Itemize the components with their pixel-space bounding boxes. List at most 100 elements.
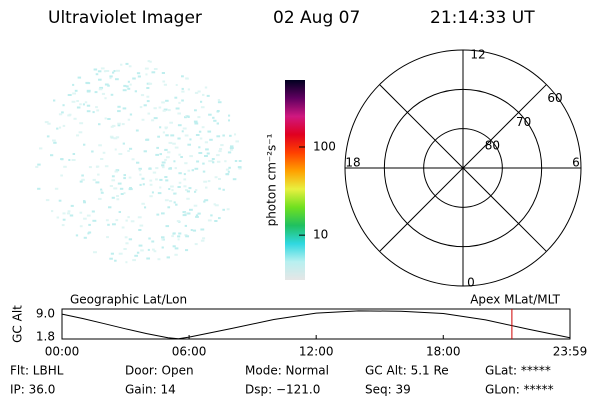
speckle [216, 122, 220, 125]
colorbar-tick-label: 100 [313, 139, 336, 153]
speckle [106, 236, 109, 239]
speckle [228, 114, 231, 117]
speckle [148, 167, 152, 170]
speckle [129, 187, 132, 189]
speckle [161, 161, 166, 164]
speckle [88, 231, 92, 234]
speckle [60, 174, 63, 177]
speckle [127, 87, 131, 90]
speckle [118, 252, 123, 255]
speckle [156, 213, 160, 216]
speckle [152, 248, 155, 251]
speckle [100, 67, 105, 70]
speckle [92, 111, 95, 114]
speckle [138, 244, 143, 247]
speckle [173, 201, 176, 204]
speckle [155, 178, 158, 181]
speckle [193, 204, 198, 207]
speckle [207, 180, 211, 183]
title: Ultraviolet Imager [48, 8, 202, 28]
speckle [66, 212, 71, 215]
speckle [164, 158, 167, 161]
speckle [208, 113, 212, 116]
speckle [92, 178, 96, 181]
speckle [174, 146, 179, 149]
speckle [136, 251, 140, 254]
speckle [187, 88, 191, 91]
speckle [200, 228, 205, 231]
speckle [202, 93, 205, 96]
speckle [203, 180, 208, 183]
plot-title-right: Apex MLat/MLT [470, 293, 560, 307]
speckle [62, 104, 65, 107]
speckle [169, 200, 173, 203]
speckle [227, 151, 232, 154]
speckle [86, 214, 91, 217]
speckle [181, 90, 185, 93]
speckle [168, 109, 171, 112]
speckle [61, 158, 64, 161]
speckle [95, 165, 99, 168]
speckle [134, 254, 138, 257]
image-disc [35, 60, 242, 264]
speckle [127, 216, 130, 219]
speckle [98, 123, 101, 126]
speckle [167, 151, 171, 154]
speckle [207, 130, 212, 133]
speckle [75, 234, 79, 237]
speckle [72, 83, 75, 86]
speckle [123, 174, 127, 177]
x-tick-label: 12:00 [299, 345, 334, 359]
speckle [104, 83, 109, 86]
speckle [68, 113, 72, 116]
speckle [203, 200, 206, 203]
speckle [70, 204, 74, 207]
speckle [204, 86, 208, 89]
speckle [87, 232, 90, 235]
speckle [105, 219, 109, 222]
mlt-label: 6 [572, 156, 580, 170]
speckle [202, 170, 206, 173]
speckle [149, 183, 153, 186]
speckle [195, 214, 199, 217]
speckle [98, 88, 103, 91]
speckle [116, 69, 120, 72]
speckle [53, 99, 56, 102]
speckle [235, 140, 239, 143]
speckle [50, 154, 54, 157]
speckle [188, 187, 192, 190]
speckle [174, 253, 178, 256]
speckle [157, 192, 162, 195]
speckle [222, 134, 225, 137]
speckle [181, 130, 184, 133]
speckle [230, 145, 234, 148]
speckle [73, 117, 77, 120]
speckle [103, 70, 107, 73]
speckle [46, 135, 50, 138]
speckle [152, 171, 157, 174]
speckle [125, 242, 129, 245]
speckle [172, 142, 176, 145]
speckle [216, 154, 220, 157]
speckle [183, 178, 187, 181]
lat-label: 60 [547, 91, 562, 105]
speckle [119, 187, 124, 190]
speckle [237, 166, 242, 169]
speckle [121, 123, 125, 126]
speckle [146, 257, 151, 260]
speckle [194, 190, 197, 193]
speckle [170, 134, 175, 137]
speckle [141, 118, 145, 121]
speckle [184, 234, 188, 237]
mlt-label: 0 [467, 276, 475, 290]
speckle [176, 220, 180, 223]
speckle [95, 181, 100, 184]
speckle [117, 124, 121, 127]
speckle [58, 199, 62, 202]
speckle [72, 92, 77, 95]
speckle [79, 180, 83, 183]
speckle [182, 127, 187, 130]
speckle [83, 217, 87, 220]
speckle [142, 183, 145, 186]
plot-title-left: Geographic Lat/Lon [70, 293, 187, 307]
